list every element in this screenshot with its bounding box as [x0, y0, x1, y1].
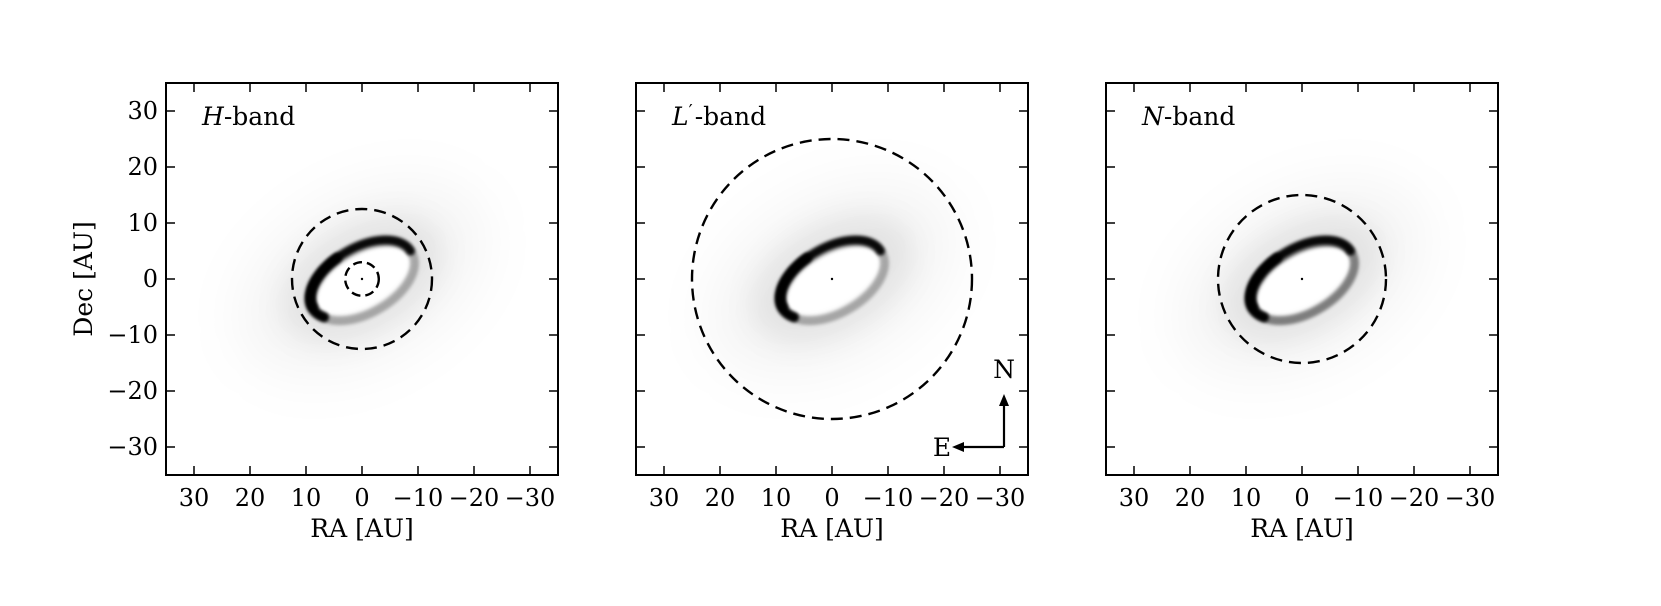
- ring-bright-edge: [774, 252, 812, 323]
- x-axis-label: RA [AU]: [1250, 514, 1353, 543]
- x-tick-label: −20: [449, 484, 500, 512]
- y-tick-label: 10: [127, 209, 158, 237]
- x-tick-label: −10: [863, 484, 914, 512]
- disk-image: [1178, 181, 1426, 377]
- y-tick-label: −30: [107, 433, 158, 461]
- x-tick-label: −20: [919, 484, 970, 512]
- ring-bright-edge: [304, 252, 342, 323]
- x-tick-label: 20: [1175, 484, 1206, 512]
- north-label: N: [993, 355, 1015, 384]
- x-tick-label: −30: [1445, 484, 1496, 512]
- compass-rose: NE: [933, 355, 1015, 462]
- x-tick-label: 0: [354, 484, 369, 512]
- x-tick-label: 20: [705, 484, 736, 512]
- x-tick-label: 10: [761, 484, 792, 512]
- x-tick-label: 0: [1294, 484, 1309, 512]
- central-star: [830, 277, 834, 281]
- band-label: H-band: [201, 102, 295, 131]
- x-tick-label: 20: [235, 484, 266, 512]
- x-tick-label: 0: [824, 484, 839, 512]
- x-tick-label: 10: [1231, 484, 1262, 512]
- x-tick-label: −20: [1389, 484, 1440, 512]
- y-axis-label: Dec [AU]: [69, 221, 98, 336]
- y-tick-label: −10: [107, 321, 158, 349]
- x-tick-label: 30: [179, 484, 210, 512]
- disk-image: [238, 181, 486, 377]
- dashed-circle: [290, 207, 434, 351]
- panel-2: 30 20 10 0 −10 −20 −30 RA [AU] L′-band: [635, 82, 1029, 543]
- east-arrowhead: [952, 442, 964, 452]
- y-tick-label: −20: [107, 377, 158, 405]
- x-tick-label: −10: [393, 484, 444, 512]
- x-tick-label: −10: [1333, 484, 1384, 512]
- x-tick-label: −30: [975, 484, 1026, 512]
- y-tick-label: 20: [127, 153, 158, 181]
- disk-image: [690, 137, 974, 421]
- x-axis-label: RA [AU]: [780, 514, 883, 543]
- y-tick-label: 30: [127, 97, 158, 125]
- x-tick-label: −30: [505, 484, 556, 512]
- central-star: [1300, 277, 1304, 281]
- x-tick-label: 30: [1119, 484, 1150, 512]
- x-tick-label: 30: [649, 484, 680, 512]
- y-tick-label: 0: [143, 265, 158, 293]
- x-tick-label: 10: [291, 484, 322, 512]
- dashed-circle: [690, 137, 974, 421]
- east-label: E: [933, 433, 951, 462]
- dashed-circle: [344, 261, 381, 298]
- ring-bright-edge: [1244, 252, 1282, 323]
- north-arrowhead: [999, 394, 1009, 406]
- band-label: L′-band: [671, 101, 766, 131]
- panel-3: 30 20 10 0 −10 −20 −30 RA [AU] N-band: [1105, 82, 1499, 543]
- band-label: N-band: [1141, 102, 1235, 131]
- dashed-circle: [1216, 193, 1388, 365]
- x-axis-label: RA [AU]: [310, 514, 413, 543]
- central-star: [360, 277, 364, 281]
